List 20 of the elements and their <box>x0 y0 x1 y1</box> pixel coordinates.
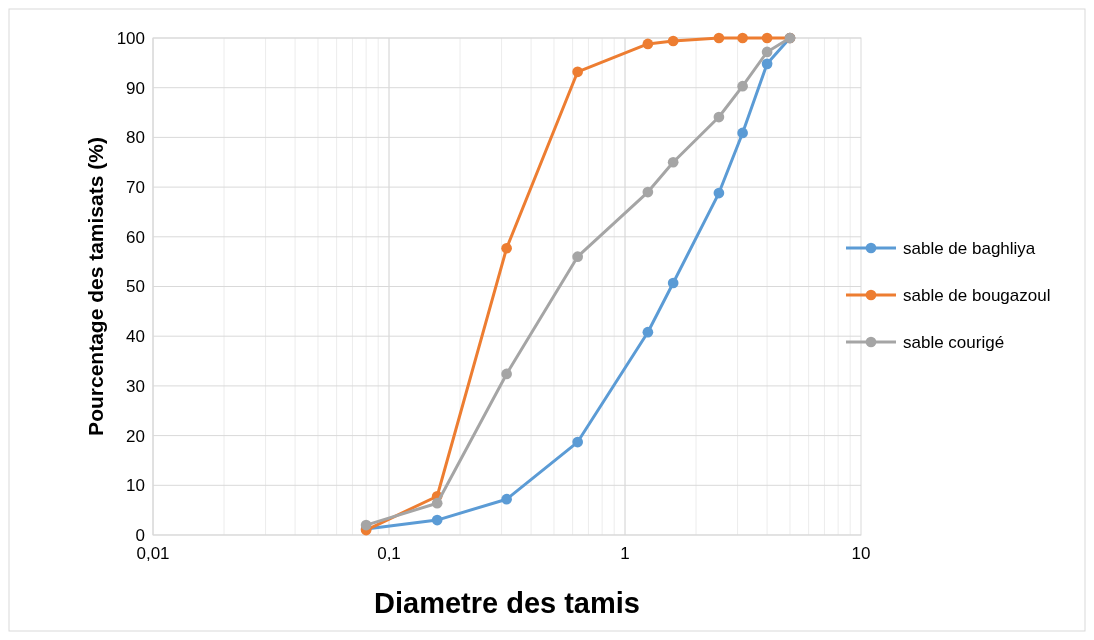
x-tick-label: 0,1 <box>377 544 401 563</box>
y-tick-label: 0 <box>135 525 145 545</box>
y-tick-label: 10 <box>126 476 145 496</box>
y-tick-label: 30 <box>126 376 145 396</box>
x-axis-title: Diametre des tamis <box>374 587 640 619</box>
x-tick-label: 1 <box>620 544 630 563</box>
y-tick-label: 80 <box>126 128 145 148</box>
x-tick-label: 0,01 <box>136 544 170 563</box>
x-tick-label: 10 <box>851 544 871 563</box>
y-tick-label: 70 <box>126 178 145 198</box>
y-tick-label: 60 <box>126 227 145 247</box>
y-tick-label: 40 <box>126 327 145 347</box>
y-tick-label: 50 <box>126 277 145 297</box>
legend-label: sable de bougazoul <box>903 285 1051 305</box>
legend-label: sable de baghliya <box>903 238 1036 258</box>
y-axis-title: Pourcentage des tamisats (%) <box>84 137 107 436</box>
y-tick-label: 100 <box>116 28 145 48</box>
legend-label: sable courigé <box>903 332 1005 352</box>
y-tick-label: 20 <box>126 426 145 446</box>
y-tick-label: 90 <box>126 78 145 98</box>
